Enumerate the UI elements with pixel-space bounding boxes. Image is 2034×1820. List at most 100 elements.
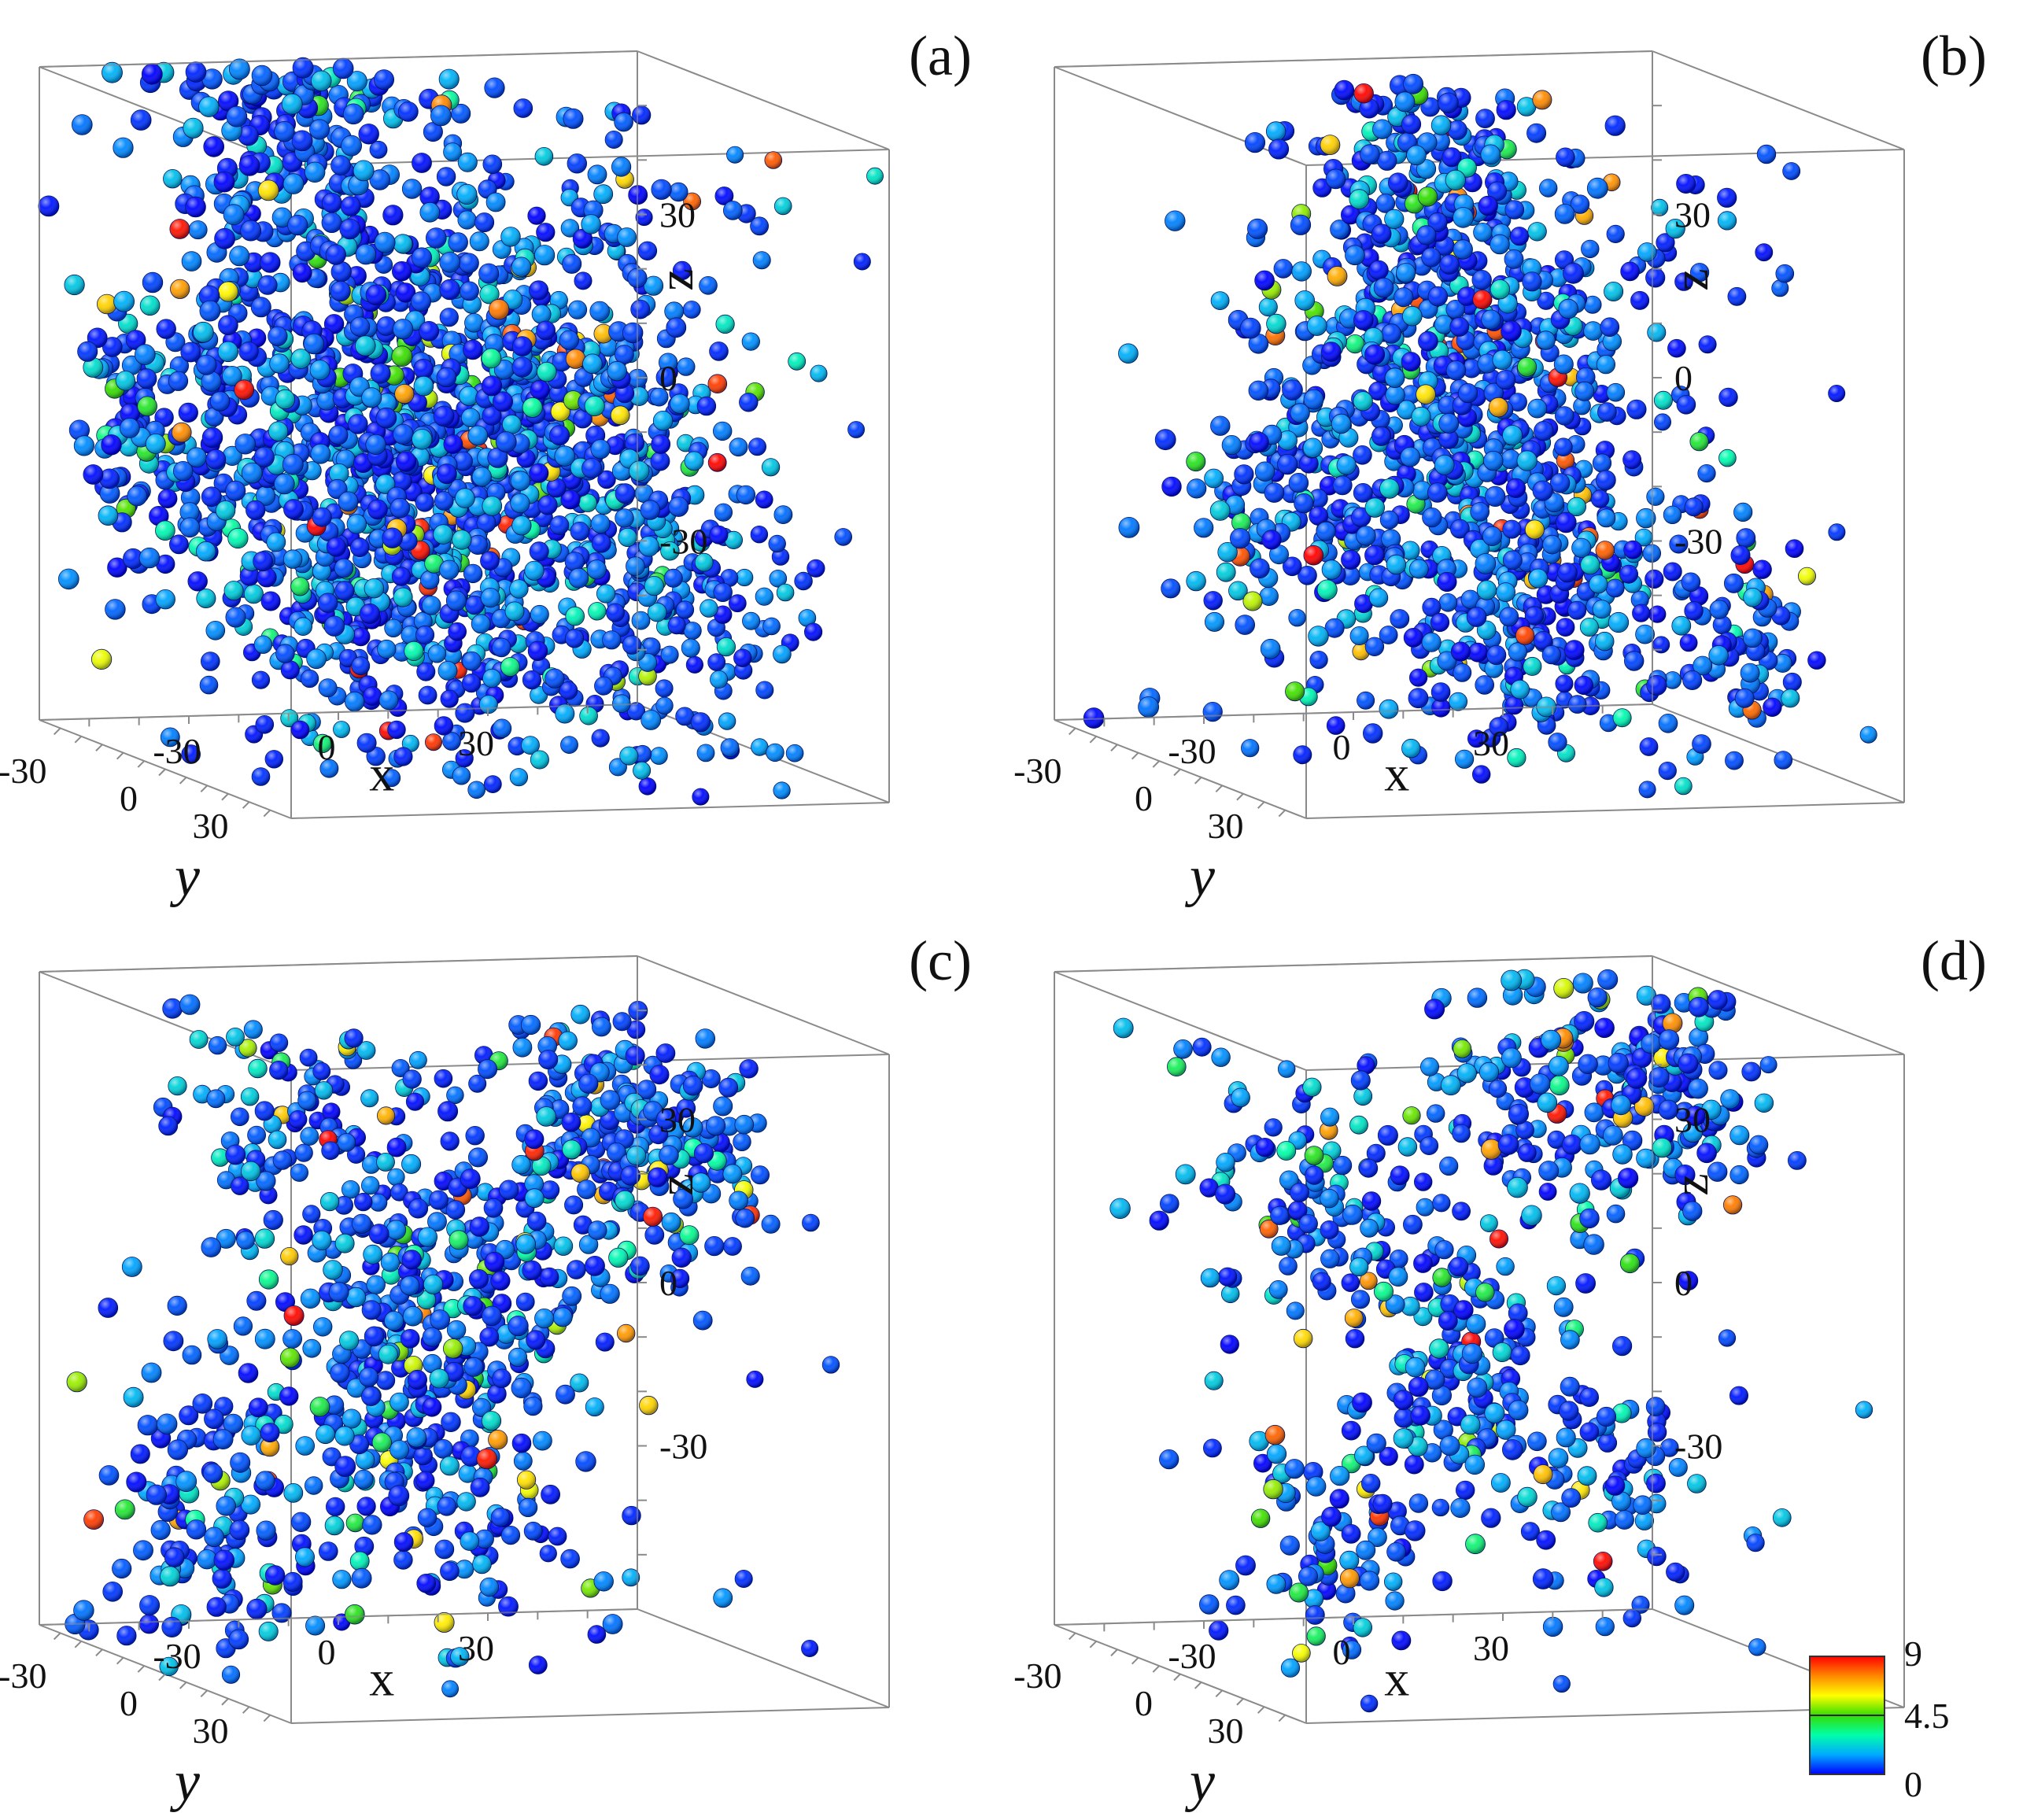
particle-shading xyxy=(459,386,478,406)
particle-shading xyxy=(788,353,806,371)
particle-shading xyxy=(650,747,668,765)
particle-shading xyxy=(562,254,581,274)
particle-shading xyxy=(255,715,274,734)
particle-shading xyxy=(214,172,234,193)
particle-shading xyxy=(363,686,382,706)
particle-shading xyxy=(1555,406,1574,426)
particle-shading xyxy=(179,517,200,537)
particle-shading xyxy=(594,677,613,696)
particle-shading xyxy=(411,291,431,312)
particle-shading xyxy=(655,697,674,714)
particle-shading xyxy=(593,184,613,204)
particle-shading xyxy=(1654,391,1673,410)
particle-shading xyxy=(482,375,502,396)
particle-shading xyxy=(131,109,152,131)
particle-shading xyxy=(97,294,117,314)
particle-shading xyxy=(240,220,261,242)
particle-shading xyxy=(396,451,416,472)
particle-shading xyxy=(1567,601,1586,620)
y-tick-mark xyxy=(179,777,187,784)
particle-shading xyxy=(374,69,394,90)
particle-shading xyxy=(633,745,652,763)
particle-shading xyxy=(1733,503,1752,522)
particle-shading xyxy=(293,617,312,636)
particle-shading xyxy=(1725,751,1744,770)
particle-shading xyxy=(1718,449,1737,467)
particle-shading xyxy=(330,281,351,301)
particle-shading xyxy=(458,153,478,172)
particle-shading xyxy=(345,692,364,711)
z-tick-label: -30 xyxy=(659,522,707,562)
y-tick-label: 0 xyxy=(120,778,138,818)
particle-shading xyxy=(1430,613,1449,632)
particle-shading xyxy=(328,425,349,445)
particle-shading xyxy=(677,357,696,376)
particle-shading xyxy=(456,749,474,767)
particle-shading xyxy=(252,671,270,689)
particle-shading xyxy=(326,244,346,265)
particle-shading xyxy=(382,769,401,787)
particle-shading xyxy=(463,564,482,583)
particle-shading xyxy=(1211,291,1230,310)
particle-shading xyxy=(266,532,286,552)
particle-shading xyxy=(245,500,265,520)
particle-shading xyxy=(376,408,397,429)
particle-shading xyxy=(393,319,413,339)
particle-shading xyxy=(1674,777,1693,795)
particle-shading xyxy=(463,340,483,360)
particle-shading xyxy=(482,669,501,688)
z-axis-label: z xyxy=(648,268,703,290)
particle-shading xyxy=(505,601,524,621)
particle-shading xyxy=(120,418,140,438)
particle-shading xyxy=(1781,688,1800,708)
particle-shading xyxy=(685,451,703,471)
particle-shading xyxy=(755,490,773,508)
particle-shading xyxy=(306,648,327,669)
particle-shading xyxy=(292,130,313,151)
particle-shading xyxy=(1606,383,1625,402)
particle-shading xyxy=(807,559,825,578)
particle-shading xyxy=(305,162,326,183)
particle-shading xyxy=(739,393,759,412)
particle-shading xyxy=(252,65,272,86)
particle-shading xyxy=(343,103,364,124)
particle-shading xyxy=(440,308,459,327)
particle-shading xyxy=(786,744,803,762)
particle-shading xyxy=(1259,587,1279,606)
particle-shading xyxy=(529,280,548,300)
particle-shading xyxy=(168,371,188,391)
particle-shading xyxy=(638,536,659,557)
particle-shading xyxy=(258,275,278,295)
particle-shading xyxy=(1365,637,1384,656)
particle-shading xyxy=(324,615,345,637)
particle-shading xyxy=(500,227,521,247)
particle-shading xyxy=(1828,523,1845,541)
particle-shading xyxy=(172,423,192,442)
particle-shading xyxy=(480,551,500,570)
particle-shading xyxy=(632,105,651,124)
particle-shading xyxy=(64,275,85,295)
particle-shading xyxy=(489,299,509,320)
particle-shading xyxy=(528,641,548,661)
particle-shading xyxy=(1555,674,1574,693)
particle-shading xyxy=(394,384,414,404)
particle-shading xyxy=(1449,692,1467,711)
particle-shading xyxy=(1640,737,1658,756)
particle-shading xyxy=(723,201,743,220)
particle-shading xyxy=(282,454,304,475)
particle-shading xyxy=(227,528,249,548)
particle-shading xyxy=(492,638,511,657)
particle-shading xyxy=(691,712,711,732)
particle-shading xyxy=(500,657,520,677)
particle-shading xyxy=(611,405,630,425)
particle-shading xyxy=(579,707,598,725)
particle-shading xyxy=(493,718,511,738)
particle-shading xyxy=(282,94,303,115)
particle-shading xyxy=(186,61,206,83)
particle-shading xyxy=(1589,574,1608,593)
particle-shading xyxy=(203,136,224,157)
particle-shading xyxy=(218,341,238,362)
particle-shading xyxy=(382,527,403,548)
particle-shading xyxy=(225,481,245,501)
